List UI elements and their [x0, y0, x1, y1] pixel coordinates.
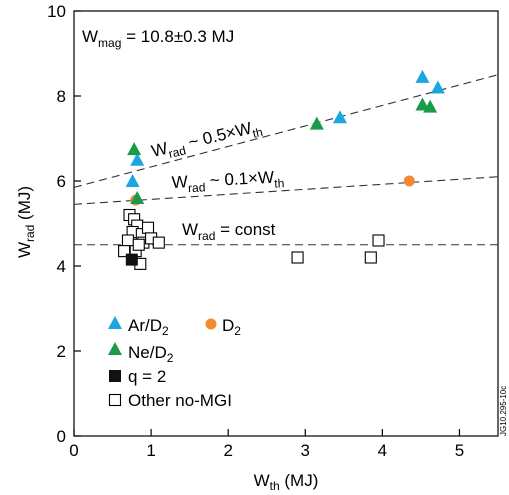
legend-marker-ar-d2 [108, 316, 122, 329]
point-ar-d2 [332, 110, 347, 124]
y-tick-label: 2 [57, 342, 66, 361]
line-fit_01 [73, 176, 499, 205]
y-tick-label: 8 [57, 87, 66, 106]
point-d2 [403, 175, 415, 187]
point-ne-d2 [309, 116, 324, 130]
y-tick-label: 10 [47, 2, 66, 21]
legend-label-other-no-mgi: Other no-MGI [128, 391, 232, 410]
legend: Ar/D2 D2 Ne/D2 q = 2 Other no-MGI [108, 316, 241, 410]
y-tick-label: 4 [57, 257, 66, 276]
point-other-no-mgi [141, 221, 155, 234]
point-other-no-mgi [291, 251, 304, 264]
legend-label-ne-d2: Ne/D2 [128, 343, 174, 365]
axis-ticks: 0 1 2 3 4 5 0 2 4 6 8 10 [47, 2, 464, 460]
point-ne-d2 [130, 191, 145, 204]
fit-05-label: Wrad ~ 0.5×Wth [149, 116, 264, 165]
point-other-no-mgi [364, 251, 377, 264]
x-tick-label: 2 [223, 441, 232, 460]
y-axis-label: Wrad (MJ) [15, 186, 37, 258]
x-tick-label: 4 [378, 441, 387, 460]
x-tick-label: 5 [455, 441, 464, 460]
point-ne-d2 [423, 99, 438, 113]
x-tick-label: 1 [146, 441, 155, 460]
legend-label-ar-d2: Ar/D2 [128, 316, 169, 338]
legend-marker-ne-d2 [108, 342, 122, 355]
const-label: Wrad = const [182, 220, 276, 243]
point-ar-d2 [415, 69, 430, 83]
x-tick-label: 3 [301, 441, 310, 460]
point-ar-d2 [130, 152, 145, 166]
y-tick-label: 6 [57, 172, 66, 191]
point-q-2 [125, 253, 138, 266]
point-other-no-mgi [118, 245, 131, 258]
y-tick-label: 0 [57, 427, 66, 446]
plot-frame [73, 10, 499, 437]
legend-marker-q2 [109, 370, 121, 382]
point-other-no-mgi [121, 234, 135, 247]
legend-marker-other-no-mgi [108, 393, 122, 407]
point-ar-d2 [430, 80, 445, 94]
data-points [118, 69, 445, 270]
figure-id: JG10.295-10c [499, 386, 508, 436]
wmag-annotation: Wmag = 10.8±0.3 MJ [82, 27, 234, 50]
point-ar-d2 [125, 174, 140, 187]
point-other-no-mgi [372, 234, 385, 247]
point-other-no-mgi [152, 236, 165, 249]
point-other-no-mgi [132, 238, 145, 251]
point-ne-d2 [127, 142, 142, 156]
legend-marker-d2 [205, 318, 217, 330]
point-ne-d2 [415, 97, 430, 111]
x-axis-label: Wth (MJ) [254, 471, 319, 493]
legend-label-d2: D2 [222, 316, 241, 338]
legend-label-q2: q = 2 [128, 367, 166, 386]
fit-01-label: Wrad ~ 0.1×Wth [171, 167, 284, 196]
line-fit_05 [73, 74, 499, 188]
x-tick-label: 0 [69, 441, 78, 460]
